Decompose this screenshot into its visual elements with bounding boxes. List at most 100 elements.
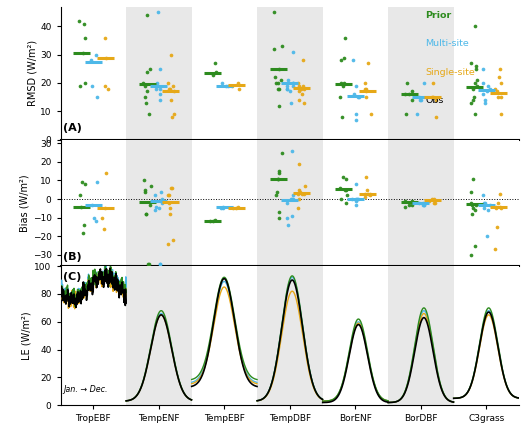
Point xyxy=(493,88,502,95)
Point xyxy=(142,210,150,218)
Text: Jan. → Dec.: Jan. → Dec. xyxy=(63,385,108,394)
Point xyxy=(296,188,304,195)
Text: (C): (C) xyxy=(63,272,81,282)
Point xyxy=(343,192,351,199)
Point xyxy=(155,85,164,92)
Point xyxy=(100,225,109,233)
Point xyxy=(93,179,101,186)
Point xyxy=(481,199,490,206)
Point xyxy=(470,93,478,101)
Point xyxy=(432,97,441,104)
Point xyxy=(430,195,438,202)
Point xyxy=(479,192,487,199)
Point xyxy=(102,170,111,177)
Point xyxy=(473,82,482,89)
Point xyxy=(408,198,416,205)
Point xyxy=(341,186,350,193)
Point xyxy=(496,205,505,212)
Bar xyxy=(257,266,323,405)
Point xyxy=(480,201,488,208)
Point xyxy=(407,88,416,95)
Point xyxy=(294,79,302,86)
Point xyxy=(352,181,360,188)
Point xyxy=(165,85,174,92)
Point xyxy=(270,46,279,53)
Point xyxy=(341,186,349,193)
Point xyxy=(362,93,370,101)
Point xyxy=(413,111,422,118)
Point xyxy=(274,175,282,182)
Point xyxy=(366,111,375,118)
Point xyxy=(469,97,477,104)
Point xyxy=(151,207,160,214)
Point xyxy=(468,210,476,218)
Point xyxy=(361,85,369,92)
Point xyxy=(80,79,89,86)
Point xyxy=(141,186,149,193)
Point xyxy=(428,93,437,101)
Point xyxy=(146,201,154,208)
Point xyxy=(155,91,164,98)
Point xyxy=(287,99,295,106)
Point xyxy=(300,183,309,190)
Point xyxy=(339,173,347,180)
Point xyxy=(479,65,487,72)
Point xyxy=(300,99,308,106)
Point xyxy=(362,88,370,95)
Point xyxy=(278,149,286,156)
Point xyxy=(427,195,436,202)
Point xyxy=(211,216,219,223)
Point xyxy=(287,195,295,202)
Point xyxy=(467,99,475,106)
Point xyxy=(473,77,482,84)
Point xyxy=(169,237,178,244)
Point xyxy=(274,85,282,92)
Point xyxy=(271,192,280,199)
Point xyxy=(167,97,175,104)
Point xyxy=(275,209,284,216)
Point xyxy=(363,186,371,193)
Point xyxy=(284,77,292,84)
Point xyxy=(152,203,161,210)
Point xyxy=(425,198,434,205)
Point xyxy=(297,85,305,92)
Point xyxy=(77,179,86,186)
Point xyxy=(491,85,499,92)
Point xyxy=(90,214,98,221)
Bar xyxy=(388,266,454,405)
Bar xyxy=(388,140,454,266)
Point xyxy=(300,85,308,92)
Point xyxy=(77,203,85,210)
Point xyxy=(79,50,87,57)
Point xyxy=(164,199,173,206)
Point xyxy=(235,85,243,92)
Point xyxy=(144,261,152,268)
Point xyxy=(170,111,178,118)
Point xyxy=(145,65,154,72)
Point xyxy=(217,205,226,212)
Point xyxy=(79,229,87,236)
Point xyxy=(352,116,360,123)
Point xyxy=(299,190,308,197)
Point xyxy=(483,88,491,95)
Point xyxy=(492,205,501,212)
Point xyxy=(469,85,477,92)
Point xyxy=(219,205,227,212)
Point xyxy=(156,65,164,72)
Point xyxy=(479,79,487,86)
Point xyxy=(419,201,428,208)
Point xyxy=(165,85,173,92)
Y-axis label: Bias (W/m²): Bias (W/m²) xyxy=(20,174,30,232)
Point xyxy=(169,82,177,89)
Point xyxy=(362,173,370,180)
Point xyxy=(415,93,423,101)
Point xyxy=(141,99,150,106)
Text: Single-site: Single-site xyxy=(425,68,475,77)
Point xyxy=(170,88,178,95)
Point xyxy=(483,233,491,240)
Point xyxy=(283,85,291,92)
Point xyxy=(283,85,291,92)
Point xyxy=(275,167,283,175)
Point xyxy=(401,203,409,210)
Point xyxy=(295,195,303,202)
